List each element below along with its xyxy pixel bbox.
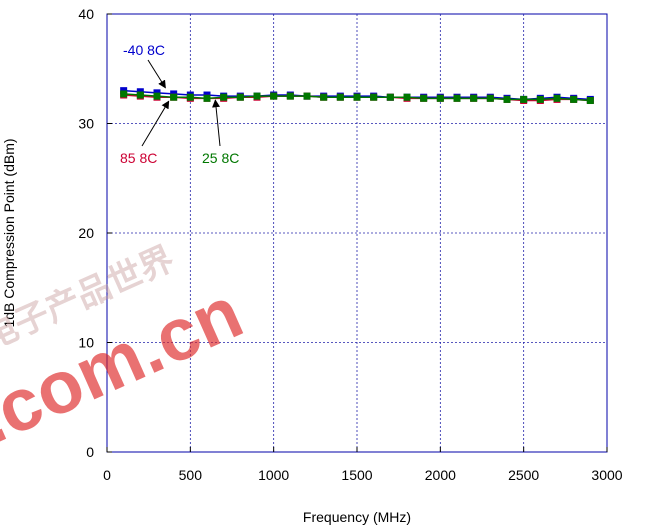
x-tick-label: 500 — [179, 467, 203, 483]
annotation-arrow — [141, 100, 170, 147]
data-point — [353, 93, 361, 101]
data-point — [420, 94, 428, 102]
x-tick-label: 3000 — [591, 467, 622, 483]
x-tick-label: 1000 — [258, 467, 289, 483]
data-point — [253, 92, 261, 100]
data-point — [203, 94, 211, 102]
data-point — [470, 94, 478, 102]
data-point — [136, 91, 144, 99]
annotation-label: 85 8C — [120, 150, 157, 166]
y-tick-label: 40 — [78, 6, 94, 22]
y-tick-label: 10 — [78, 335, 94, 351]
data-point — [520, 95, 528, 103]
annotation-label: -40 8C — [123, 42, 165, 58]
series-3 — [120, 90, 594, 105]
data-point — [336, 93, 344, 101]
data-point — [586, 97, 594, 105]
data-point — [120, 90, 128, 98]
y-tick-label: 20 — [78, 225, 94, 241]
tick-labels: 0 500 1000 1500 2000 2500 3000 0 10 20 30 40 — [78, 6, 622, 483]
annotation-arrow — [212, 99, 221, 147]
data-point — [236, 93, 244, 101]
data-point — [370, 93, 378, 101]
data-point — [170, 93, 178, 101]
data-point — [286, 92, 294, 100]
data-point — [220, 93, 228, 101]
data-point — [153, 92, 161, 100]
data-point — [270, 92, 278, 100]
data-point — [436, 94, 444, 102]
data-point — [536, 95, 544, 103]
data-point — [320, 93, 328, 101]
data-point — [186, 93, 194, 101]
data-point — [386, 93, 394, 101]
x-tick-label: 1500 — [341, 467, 372, 483]
x-tick-label: 2500 — [508, 467, 539, 483]
data-point — [303, 92, 311, 100]
data-point — [486, 94, 494, 102]
grid — [107, 14, 607, 452]
data-point — [570, 95, 578, 103]
annotation-label: 25 8C — [202, 150, 239, 166]
x-tick-label: 2000 — [425, 467, 456, 483]
series-layer — [120, 87, 594, 105]
x-axis-label: Frequency (MHz) — [303, 509, 411, 525]
data-point — [403, 93, 411, 101]
y-tick-label: 30 — [78, 116, 94, 132]
annotations: -40 8C 85 8C 25 8C — [120, 42, 239, 166]
x-tick-label: 0 — [103, 467, 111, 483]
data-point — [553, 94, 561, 102]
annotation-arrow — [147, 59, 166, 89]
data-point — [453, 94, 461, 102]
data-point — [503, 95, 511, 103]
y-tick-label: 0 — [86, 444, 94, 460]
y-axis-label: 1dB Compression Point (dBm) — [1, 138, 17, 327]
